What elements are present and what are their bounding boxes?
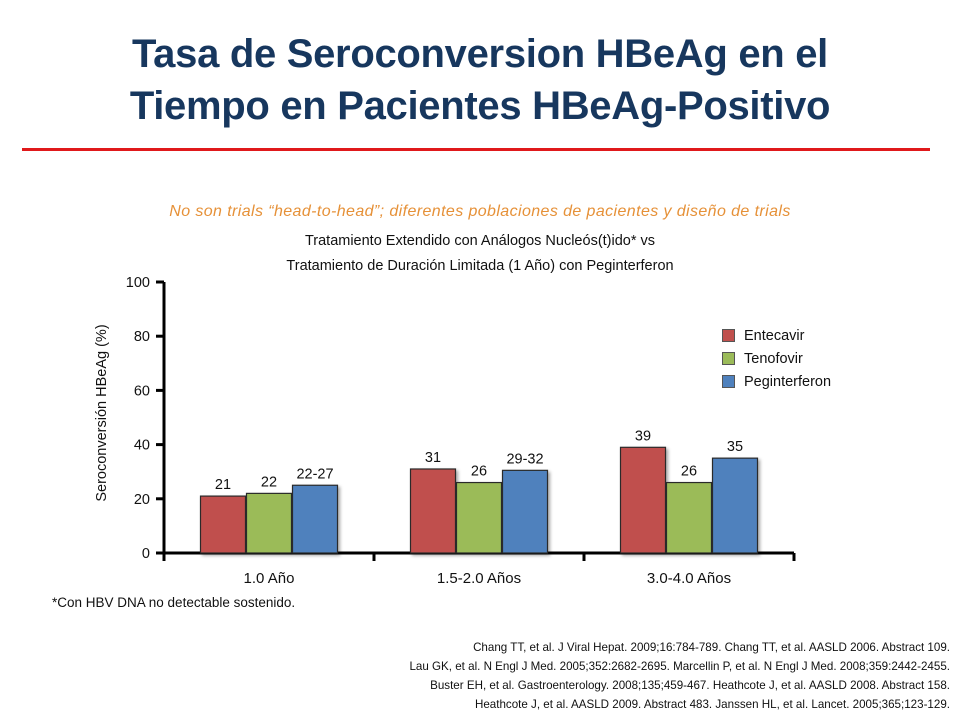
bar-peginterferon-2 (711, 457, 759, 554)
legend-label: Entecavir (744, 327, 805, 344)
legend-item-entecavir: Entecavir (722, 324, 831, 347)
footnote: *Con HBV DNA no detectable sostenido. (52, 595, 296, 610)
y-axis-label: Seroconversión HBeAg (%) (94, 324, 110, 501)
bar-tenofovir-0 (245, 492, 293, 554)
reference-line: Heathcote J, et al. AASLD 2009. Abstract… (474, 698, 950, 711)
chart-legend: Entecavir Tenofovir Peginterferon (722, 324, 831, 393)
legend-label: Peginterferon (744, 373, 832, 390)
bar-entecavir-2 (619, 446, 667, 554)
disclaimer-note: No son trials “head-to-head”; diferentes… (169, 203, 791, 220)
legend-swatch-entecavir (722, 329, 735, 342)
bar-entecavir-0 (199, 495, 247, 554)
chart-subtitle-line-1: Tratamiento Extendido con Análogos Nucle… (304, 233, 656, 249)
y-tick-label: 40 (134, 438, 150, 454)
title-line-1: Tasa de Seroconversion HBeAg en el (132, 32, 828, 76)
legend-swatch-tenofovir (722, 352, 735, 365)
x-tick-label: 3.0-4.0 Años (647, 570, 731, 587)
bar-peginterferon-1 (501, 469, 549, 554)
legend-swatch-peginterferon (722, 375, 735, 388)
chart-subtitle-line-2: Tratamiento de Duración Limitada (1 Año)… (286, 258, 674, 274)
data-label: 29-32 (506, 451, 543, 467)
bar-entecavir-1 (409, 468, 457, 554)
y-tick-label: 20 (134, 492, 150, 508)
legend-label: Tenofovir (744, 350, 803, 367)
slide-title: Tasa de Seroconversion HBeAg en el Tiemp… (0, 28, 960, 132)
data-label: 39 (635, 428, 651, 444)
reference-line: Lau GK, et al. N Engl J Med. 2005;352:26… (409, 660, 950, 673)
x-tick-label: 1.5-2.0 Años (437, 570, 521, 587)
legend-item-peginterferon: Peginterferon (722, 370, 831, 393)
y-tick-label: 100 (126, 275, 150, 291)
bar-peginterferon-0 (291, 484, 339, 554)
bar-chart: Seroconversión HBeAg (%) 0 20 40 60 80 100 1.0… (94, 275, 796, 587)
references: Chang TT, et al. J Viral Hepat. 2009;16:… (250, 638, 950, 714)
title-line-2: Tiempo en Pacientes HBeAg-Positivo (129, 84, 831, 128)
data-label: 31 (425, 450, 441, 466)
legend-item-tenofovir: Tenofovir (722, 347, 831, 370)
data-label: 26 (471, 464, 487, 480)
data-label: 26 (681, 464, 697, 480)
data-label: 22-27 (296, 466, 333, 482)
bar-tenofovir-2 (665, 481, 713, 554)
title-divider (22, 148, 930, 151)
y-tick-label: 0 (142, 546, 150, 562)
reference-line: Chang TT, et al. J Viral Hepat. 2009;16:… (473, 641, 950, 654)
data-label: 21 (215, 477, 231, 493)
y-tick-label: 80 (134, 329, 150, 345)
x-tick-label: 1.0 Año (244, 570, 295, 587)
y-tick-label: 60 (134, 383, 150, 399)
reference-line: Buster EH, et al. Gastroenterology. 2008… (430, 679, 950, 692)
data-label: 22 (261, 474, 277, 490)
data-label: 35 (727, 439, 743, 455)
bar-tenofovir-1 (455, 481, 503, 554)
